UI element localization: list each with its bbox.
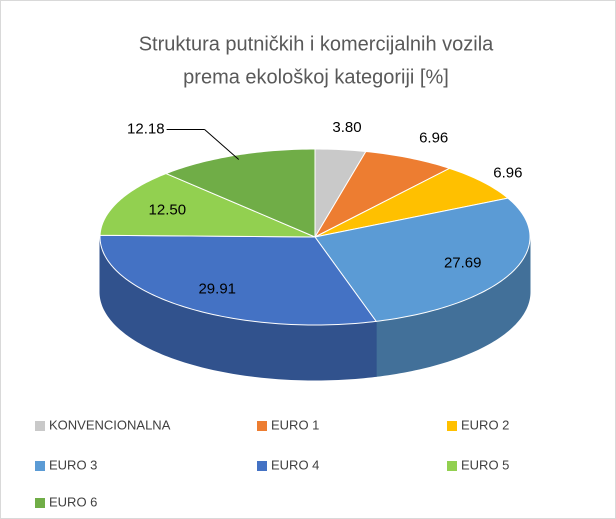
slice	[99, 172, 316, 238]
slice	[314, 167, 510, 238]
leader-line	[204, 129, 240, 160]
legend-label: EURO 5	[461, 457, 509, 472]
chart-title: prema ekološkoj kategoriji [%]	[183, 66, 449, 88]
chart-title: Struktura putničkih i komercijalnih vozi…	[139, 33, 494, 55]
data-label: 29.91	[198, 280, 236, 297]
legend-swatch	[35, 421, 45, 431]
slice	[99, 234, 378, 326]
legend-swatch	[35, 461, 45, 471]
legend-label: EURO 2	[461, 417, 509, 432]
legend-swatch	[447, 461, 457, 471]
data-label: 6.96	[493, 165, 522, 182]
legend-label: EURO 6	[49, 494, 97, 509]
legend-label: EURO 4	[271, 457, 319, 472]
data-label: 6.96	[419, 129, 448, 146]
data-label: 27.69	[444, 254, 482, 271]
data-label: 3.80	[332, 119, 361, 136]
legend-swatch	[257, 421, 267, 431]
legend-swatch	[35, 498, 45, 508]
slice	[313, 150, 451, 239]
legend-swatch	[257, 461, 267, 471]
legend-swatch	[447, 421, 457, 431]
legend-label: KONVENCIONALNA	[49, 417, 171, 432]
data-label: 12.18	[127, 121, 165, 138]
data-label: 12.50	[149, 201, 187, 218]
legend-label: EURO 3	[49, 457, 97, 472]
legend-label: EURO 1	[271, 417, 319, 432]
slice	[314, 197, 531, 322]
